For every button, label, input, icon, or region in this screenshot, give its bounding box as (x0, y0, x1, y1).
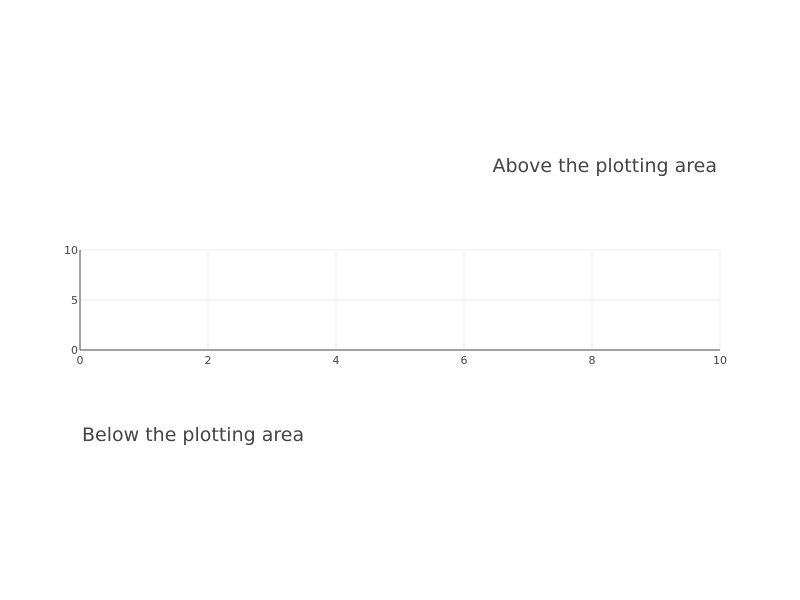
annotation-below-plot: Below the plotting area (82, 424, 304, 446)
x-tick-label: 10 (713, 354, 727, 367)
y-tick-label: 10 (64, 244, 78, 257)
x-tick-label: 6 (461, 354, 468, 367)
x-tick-label: 8 (589, 354, 596, 367)
x-tick-label: 2 (205, 354, 212, 367)
annotation-above-plot: Above the plotting area (492, 155, 717, 177)
grid (80, 249, 721, 350)
axes (79, 250, 720, 351)
x-tick-label: 0 (77, 354, 84, 367)
x-tick-label: 4 (333, 354, 340, 367)
y-tick-label: 5 (71, 294, 78, 307)
tick-labels: 0 2 4 6 8 10 0 5 10 (64, 244, 727, 367)
y-tick-label: 0 (71, 344, 78, 357)
